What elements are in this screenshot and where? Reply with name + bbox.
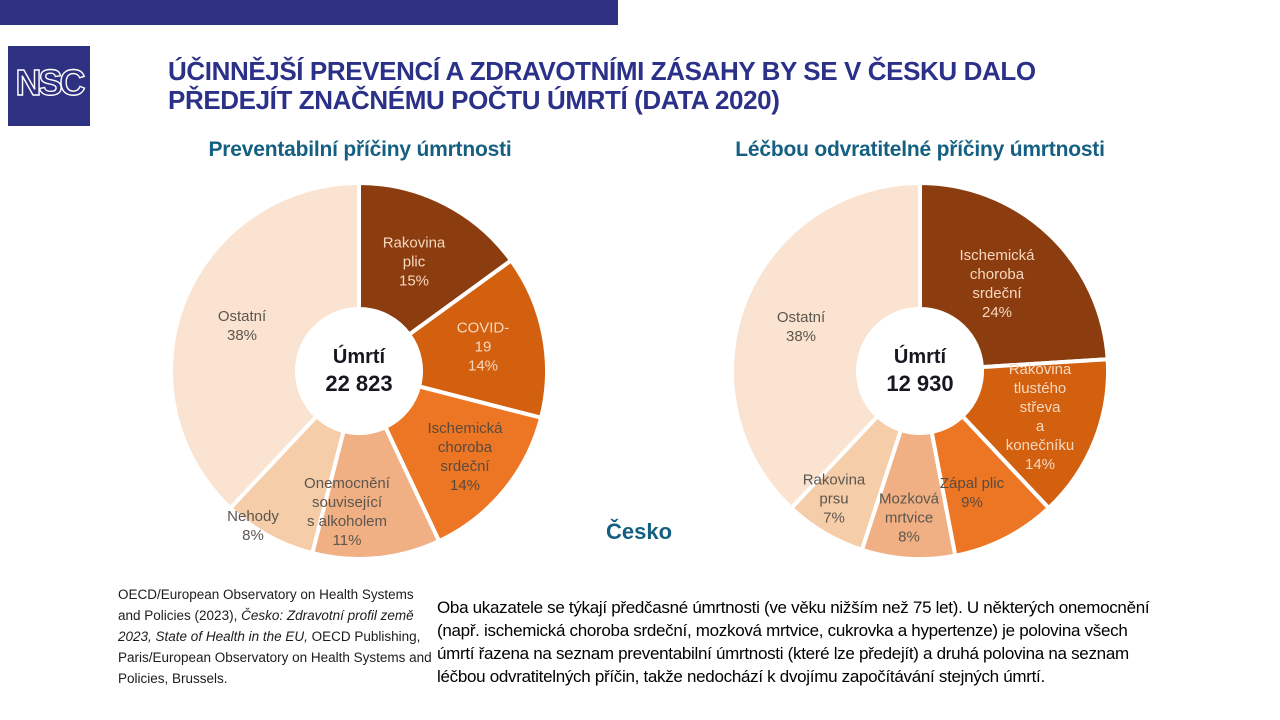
slice-label: Ischemická choroba srdeční 14% <box>427 420 503 494</box>
nsc-logo: NSC <box>8 46 90 126</box>
slice-label: Rakovina tlustého střeva a konečníku 14% <box>1005 361 1075 473</box>
donut-chart-treatable: Úmrtí 12 930 Ischemická choroba srdeční … <box>730 181 1110 561</box>
citation-segment: OECD Publishing, Paris/European Observat… <box>118 629 432 686</box>
donut-slice <box>730 181 922 511</box>
nsc-logo-icon: NSC <box>15 61 89 103</box>
citation-segment: OECD/European Observatory on Health Syst… <box>118 587 414 623</box>
slice-label: COVID-19 14% <box>456 319 510 375</box>
center-label: Úmrtí <box>893 346 947 368</box>
slice-label: Ischemická choroba srdeční 24% <box>959 247 1035 321</box>
donut-svg <box>169 181 549 561</box>
slice-label: Mozková mrtvice 8% <box>878 490 940 546</box>
donut-slice <box>918 181 1110 370</box>
text-line: léčbou odvratitelných příčin, takže nedo… <box>437 667 1045 686</box>
text-line: (např. ischemická choroba srdeční, mozko… <box>437 621 1128 640</box>
text-line: úmrtí řazena na seznam preventabilní úmr… <box>437 644 1129 663</box>
center-value: 12 930 <box>886 371 954 396</box>
citation-text: OECD/European Observatory on Health Syst… <box>118 584 436 689</box>
nsc-logo-text: NSC <box>15 62 85 103</box>
slice-label: Ostatní 38% <box>217 308 267 344</box>
text-line: Oba ukazatele se týkají předčasné úmrtno… <box>437 598 1150 617</box>
donut-chart-preventable: Úmrtí 22 823 Rakovina plic 15% COVID-19 1… <box>169 181 549 561</box>
donut-center-label: Úmrtí 12 930 <box>886 345 953 397</box>
slice-label: Nehody 8% <box>227 508 279 544</box>
donut-svg <box>730 181 1110 561</box>
top-accent-bar <box>0 0 618 25</box>
citation-segment-italic: Česko: Zdravotní profil země 2023, State… <box>118 608 414 644</box>
slice-label: Zápal plic 9% <box>939 475 1005 511</box>
page-title-line-2: PŘEDEJÍT ZNAČNÉMU POČTU ÚMRTÍ (DATA 2020… <box>168 85 780 115</box>
page-title-line-1: ÚČINNĚJŠÍ PREVENCÍ A ZDRAVOTNÍMI ZÁSAHY … <box>168 56 1036 86</box>
body-paragraph: Oba ukazatele se týkají předčasné úmrtno… <box>437 596 1150 688</box>
donut-slice <box>169 181 361 511</box>
donut-slice <box>357 181 514 338</box>
donut-slice <box>959 357 1110 511</box>
slice-label: Onemocnění související s alkoholem 11% <box>304 475 390 549</box>
donut-center-label: Úmrtí 22 823 <box>325 345 392 397</box>
center-label: Úmrtí <box>332 346 386 368</box>
slice-label: Rakovina prsu 7% <box>802 471 866 527</box>
chart-title-treatable: Léčbou odvratitelné příčiny úmrtnosti <box>735 138 1105 161</box>
slice-label: Rakovina plic 15% <box>382 234 446 290</box>
donut-slice <box>406 257 549 421</box>
center-value: 22 823 <box>325 371 393 396</box>
slice-label: Ostatní 38% <box>776 309 826 345</box>
chart-title-preventable: Preventabilní příčiny úmrtnosti <box>208 138 512 161</box>
donut-slice <box>309 424 442 561</box>
page-title: ÚČINNĚJŠÍ PREVENCÍ A ZDRAVOTNÍMI ZÁSAHY … <box>168 57 1208 115</box>
country-label: Česko <box>605 519 673 544</box>
donut-slice <box>382 383 544 544</box>
